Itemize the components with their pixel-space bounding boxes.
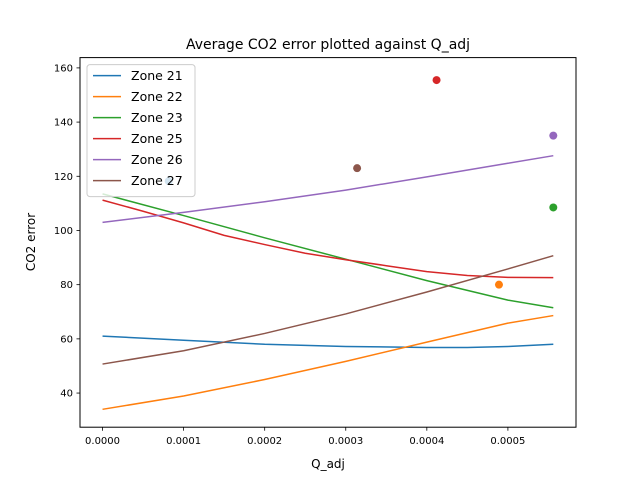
data-point-zone-27: [353, 164, 362, 173]
legend-label: Zone 22: [131, 89, 183, 104]
y-tick-label: 120: [54, 172, 73, 183]
series-line-zone-21: [102, 335, 554, 349]
data-point-zone-22: [494, 280, 503, 289]
x-axis-label: Q_adj: [311, 457, 345, 471]
x-tick-label: 0.0004: [409, 436, 444, 447]
y-tick-label: 160: [54, 63, 73, 74]
legend-label: Zone 25: [131, 131, 183, 146]
series-line-zone-26: [102, 154, 554, 224]
y-tick-label: 40: [60, 389, 73, 400]
plot-frame: [79, 57, 577, 428]
series-line-zone-25: [102, 199, 554, 279]
x-tick-label: 0.0000: [85, 436, 120, 447]
y-axis-label: CO2 error: [24, 213, 38, 271]
x-tick-label: 0.0003: [328, 436, 363, 447]
x-tick-label: 0.0002: [247, 436, 282, 447]
series-line-zone-22: [102, 314, 554, 411]
data-point-zone-26: [549, 131, 558, 140]
data-point-zone-25: [432, 76, 441, 85]
series-line-zone-27: [102, 254, 554, 365]
y-tick-label: 100: [54, 226, 73, 237]
legend-label: Zone 23: [131, 110, 183, 125]
legend-box: [86, 64, 196, 198]
x-tick-label: 0.0005: [490, 436, 525, 447]
y-tick-label: 140: [54, 118, 73, 129]
legend: Zone 21 Zone 22 Zone 23 Zone 25 Zone 26 Zone …: [86, 64, 196, 198]
y-tick-label: 80: [60, 280, 73, 291]
legend-label: Zone 27: [131, 173, 183, 188]
y-tick-label: 60: [60, 334, 73, 345]
data-point-zone-23: [549, 203, 558, 212]
chart-title: Average CO2 error plotted against Q_adj: [186, 37, 470, 53]
legend-label: Zone 26: [131, 152, 183, 167]
legend-label: Zone 21: [131, 68, 183, 83]
x-tick-label: 0.0001: [166, 436, 201, 447]
